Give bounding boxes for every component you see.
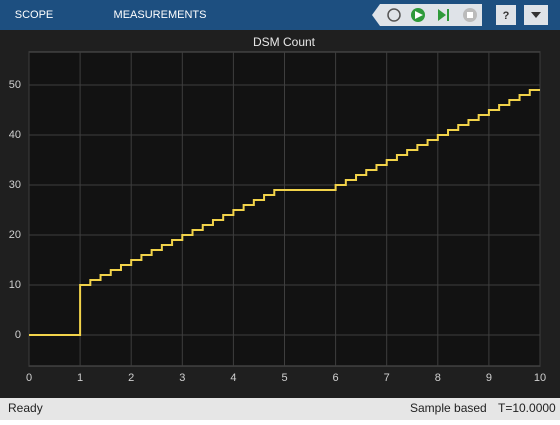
status-bar: [0, 398, 560, 420]
status-text: Ready: [8, 401, 43, 415]
step-forward-button[interactable]: [438, 9, 449, 21]
run-icon: [415, 11, 423, 19]
scope-tab[interactable]: SCOPE: [15, 9, 54, 21]
y-tick-label: 10: [9, 279, 21, 291]
help-icon: ?: [503, 10, 510, 22]
x-tick-label: 7: [384, 372, 390, 384]
x-tick-label: 9: [486, 372, 492, 384]
x-tick-label: 10: [534, 372, 546, 384]
y-tick-label: 20: [9, 229, 21, 241]
stop-icon: [467, 12, 473, 18]
y-tick-label: 30: [9, 179, 21, 191]
options-icon: [531, 12, 541, 18]
y-tick-label: 50: [9, 79, 21, 91]
x-tick-label: 6: [333, 372, 339, 384]
y-tick-label: 40: [9, 129, 21, 141]
x-tick-label: 8: [435, 372, 441, 384]
x-tick-label: 0: [26, 372, 32, 384]
sim-controls: [372, 4, 482, 26]
y-tick-label: 0: [15, 329, 21, 341]
x-tick-label: 4: [230, 372, 236, 384]
x-tick-label: 5: [281, 372, 287, 384]
measurements-tab[interactable]: MEASUREMENTS: [114, 9, 207, 21]
step-back-button[interactable]: [387, 8, 401, 22]
x-tick-label: 2: [128, 372, 134, 384]
x-tick-label: 3: [179, 372, 185, 384]
help-button[interactable]: [496, 5, 516, 25]
chart-title: DSM Count: [253, 35, 316, 49]
sim-time: T=10.0000: [498, 401, 556, 415]
x-tick-label: 1: [77, 372, 83, 384]
data-line: [29, 89, 540, 336]
sample-mode: Sample based: [410, 401, 487, 415]
